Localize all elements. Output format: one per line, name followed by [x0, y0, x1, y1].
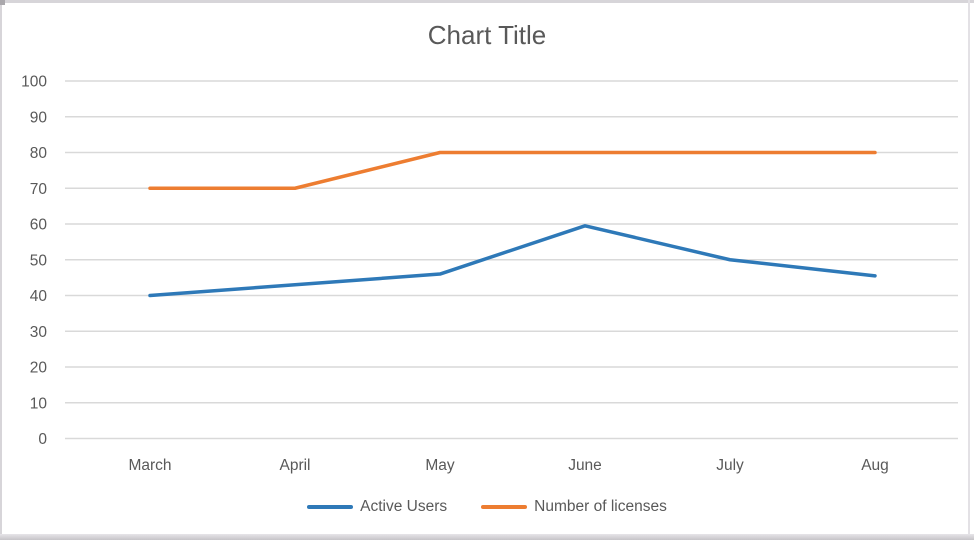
- x-tick-label: May: [425, 457, 455, 474]
- legend-entry-number-of-licenses: Number of licenses: [481, 498, 667, 516]
- y-tick-label: 0: [38, 431, 47, 448]
- y-tick-label: 30: [30, 324, 48, 341]
- plot-area: 0 10 20 30 40 50 60 70 80 90 100 March April May June J…: [21, 74, 958, 474]
- x-tick-label: July: [716, 457, 744, 474]
- legend-swatch-orange-line-icon: [481, 505, 528, 509]
- legend-label: Number of licenses: [534, 498, 667, 515]
- y-tick-label: 50: [30, 252, 48, 269]
- window-border-top: [0, 0, 974, 3]
- y-tick-label: 20: [30, 360, 48, 377]
- y-tick-label: 10: [30, 395, 48, 412]
- window-bottom-bar: [0, 534, 974, 540]
- y-tick-label: 90: [30, 109, 48, 126]
- legend-swatch-blue-line-icon: [307, 505, 354, 509]
- y-tick-label: 80: [30, 145, 48, 162]
- legend-entry-active-users: Active Users: [307, 498, 447, 516]
- series-line-1: [148, 150, 877, 190]
- series-line-0: [148, 224, 877, 298]
- chart-legend: Active Users Number of licenses: [0, 498, 974, 516]
- x-tick-label: Aug: [861, 457, 889, 474]
- window-corner-mark: [0, 0, 5, 5]
- x-tick-label: June: [568, 457, 602, 474]
- y-tick-label: 70: [30, 181, 48, 198]
- window-border-right: [968, 0, 970, 534]
- y-tick-label: 100: [21, 74, 47, 91]
- legend-label: Active Users: [360, 498, 448, 515]
- window-border-left: [0, 0, 2, 540]
- x-tick-label: April: [279, 457, 310, 474]
- y-tick-label: 40: [30, 288, 48, 305]
- x-tick-label: March: [128, 457, 171, 474]
- chart-title: Chart Title: [427, 20, 547, 50]
- y-tick-label: 60: [30, 217, 48, 234]
